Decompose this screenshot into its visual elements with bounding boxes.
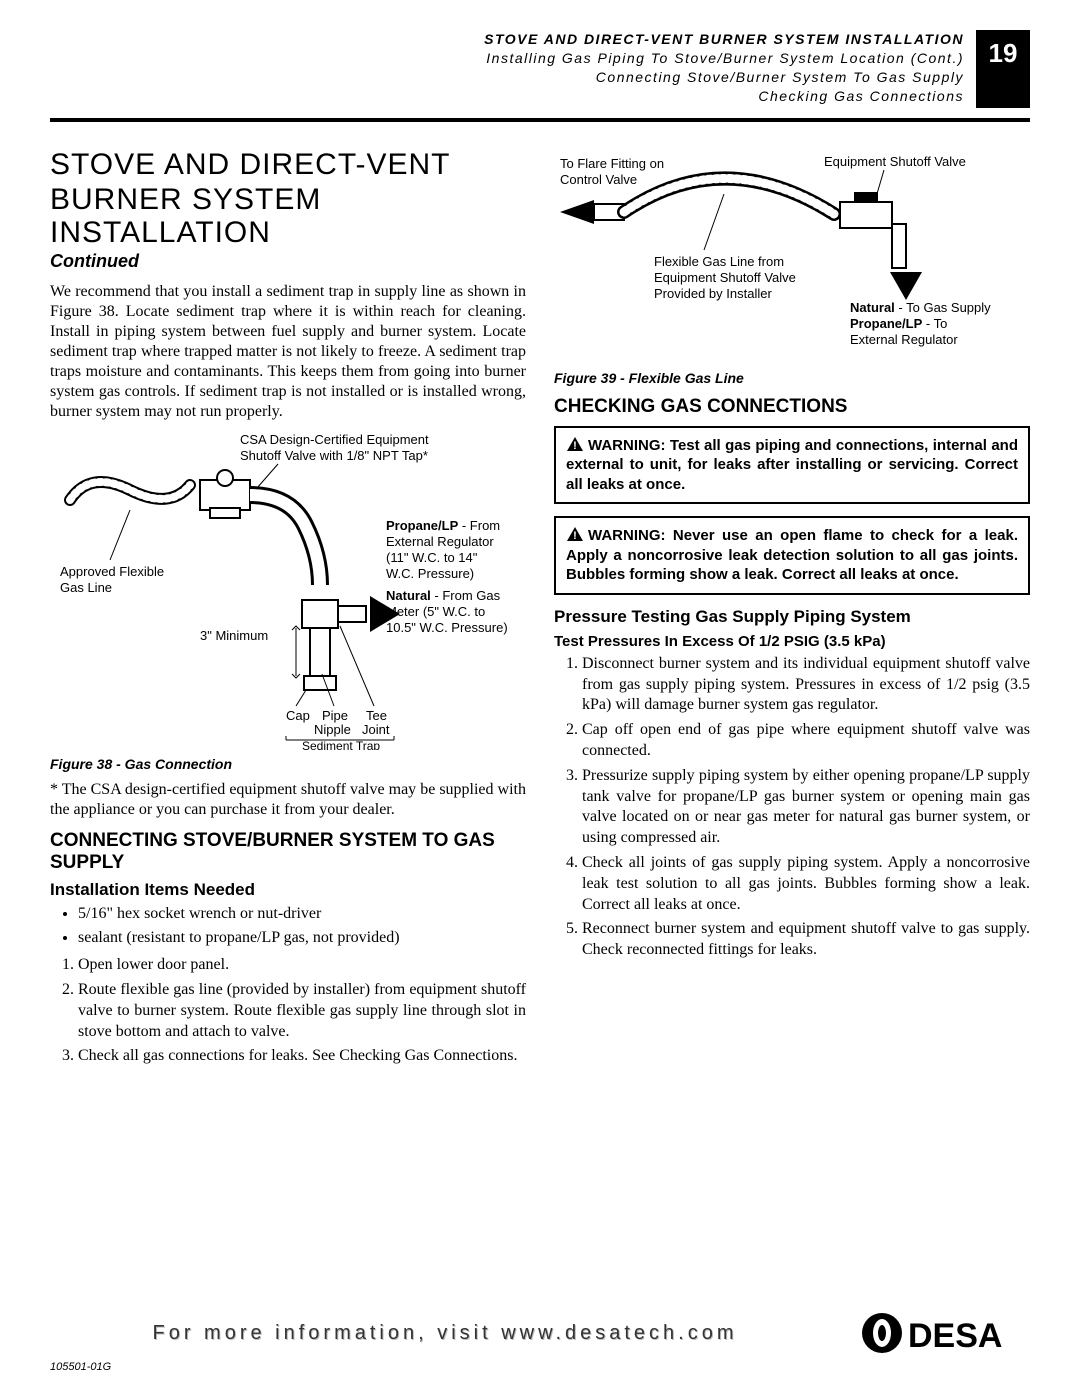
svg-text:Cap: Cap — [286, 708, 310, 723]
left-column: STOVE AND DIRECT-VENT BURNER SYSTEM INST… — [50, 148, 526, 1073]
brand-logo: DESA — [860, 1311, 1030, 1355]
svg-text:CSA Design-Certified Equipment: CSA Design-Certified Equipment — [240, 432, 429, 447]
header-line2: Installing Gas Piping To Stove/Burner Sy… — [484, 49, 964, 68]
header-rule — [50, 118, 1030, 122]
list-item: sealant (resistant to propane/LP gas, no… — [78, 928, 526, 949]
list-item: Route flexible gas line (provided by ins… — [78, 980, 526, 1042]
header-line3: Connecting Stove/Burner System To Gas Su… — [484, 68, 964, 87]
page-header: STOVE AND DIRECT-VENT BURNER SYSTEM INST… — [50, 30, 1030, 108]
svg-text:3" Minimum: 3" Minimum — [200, 628, 268, 643]
warning-icon: ! — [566, 436, 584, 452]
svg-text:External Regulator: External Regulator — [386, 534, 494, 549]
svg-text:W.C. Pressure): W.C. Pressure) — [386, 566, 474, 581]
list-item: Reconnect burner system and equipment sh… — [582, 919, 1030, 961]
connect-steps: Open lower door panel. Route flexible ga… — [50, 955, 526, 1067]
main-title-line2: BURNER SYSTEM INSTALLATION — [50, 183, 526, 249]
list-item: Check all joints of gas supply piping sy… — [582, 853, 1030, 915]
figure-39: To Flare Fitting on Control Valve Equipm… — [554, 154, 1030, 364]
footer-text: For more information, visit www.desatech… — [50, 1322, 840, 1345]
warning-icon: ! — [566, 526, 584, 542]
svg-text:Gas Line: Gas Line — [60, 580, 112, 595]
figure-38: CSA Design-Certified Equipment Shutoff V… — [50, 430, 526, 750]
svg-text:Tee: Tee — [366, 708, 387, 723]
svg-text:(11" W.C. to 14": (11" W.C. to 14" — [386, 550, 478, 565]
intro-paragraph: We recommend that you install a sediment… — [50, 282, 526, 422]
page-number: 19 — [976, 30, 1030, 108]
figure-39-caption: Figure 39 - Flexible Gas Line — [554, 370, 1030, 386]
header-title: STOVE AND DIRECT-VENT BURNER SYSTEM INST… — [484, 30, 964, 49]
list-item: Open lower door panel. — [78, 955, 526, 976]
header-text: STOVE AND DIRECT-VENT BURNER SYSTEM INST… — [484, 30, 964, 106]
svg-text:Control Valve: Control Valve — [560, 172, 637, 187]
list-item: Disconnect burner system and its individ… — [582, 654, 1030, 716]
svg-text:Natural - From Gas: Natural - From Gas — [386, 588, 501, 603]
svg-text:!: ! — [573, 530, 577, 542]
figure-38-caption: Figure 38 - Gas Connection — [50, 756, 526, 772]
doc-id: 105501-01G — [50, 1361, 1030, 1373]
svg-text:Approved Flexible: Approved Flexible — [60, 564, 164, 579]
checking-heading: CHECKING GAS CONNECTIONS — [554, 396, 1030, 418]
page-footer: For more information, visit www.desatech… — [50, 1311, 1030, 1373]
svg-text:Pipe: Pipe — [322, 708, 348, 723]
pressure-steps: Disconnect burner system and its individ… — [554, 654, 1030, 961]
header-line4: Checking Gas Connections — [484, 87, 964, 106]
svg-text:10.5" W.C. Pressure): 10.5" W.C. Pressure) — [386, 620, 508, 635]
svg-text:Flexible Gas Line from: Flexible Gas Line from — [654, 254, 784, 269]
main-title-line1: STOVE AND DIRECT-VENT — [50, 148, 526, 181]
list-item: 5/16" hex socket wrench or nut-driver — [78, 904, 526, 925]
content-columns: STOVE AND DIRECT-VENT BURNER SYSTEM INST… — [50, 148, 1030, 1073]
csa-footnote: * The CSA design-certified equipment shu… — [50, 780, 526, 820]
svg-text:Joint: Joint — [362, 722, 390, 737]
svg-text:Propane/LP - From: Propane/LP - From — [386, 518, 500, 533]
items-list: 5/16" hex socket wrench or nut-driver se… — [50, 904, 526, 950]
svg-text:Equipment Shutoff Valve: Equipment Shutoff Valve — [824, 154, 966, 169]
list-item: Pressurize supply piping system by eithe… — [582, 766, 1030, 849]
svg-text:Natural - To Gas Supply: Natural - To Gas Supply — [850, 300, 991, 315]
right-column: To Flare Fitting on Control Valve Equipm… — [554, 148, 1030, 1073]
svg-text:Propane/LP - To: Propane/LP - To — [850, 316, 947, 331]
warning-box-1: !WARNING: Test all gas piping and connec… — [554, 426, 1030, 505]
list-item: Check all gas connections for leaks. See… — [78, 1046, 526, 1067]
pressure-testing-heading: Pressure Testing Gas Supply Piping Syste… — [554, 607, 1030, 627]
warning-box-2: !WARNING: Never use an open flame to che… — [554, 516, 1030, 595]
svg-text:!: ! — [573, 440, 577, 452]
svg-text:Shutoff Valve with 1/8" NPT Ta: Shutoff Valve with 1/8" NPT Tap* — [240, 448, 428, 463]
items-needed-heading: Installation Items Needed — [50, 880, 526, 900]
continued-label: Continued — [50, 251, 526, 272]
test-pressures-heading: Test Pressures In Excess Of 1/2 PSIG (3.… — [554, 633, 1030, 650]
svg-text:Meter (5" W.C. to: Meter (5" W.C. to — [386, 604, 485, 619]
svg-text:Nipple: Nipple — [314, 722, 351, 737]
svg-text:Sediment Trap: Sediment Trap — [302, 739, 380, 750]
svg-text:Provided by Installer: Provided by Installer — [654, 286, 772, 301]
svg-text:External Regulator: External Regulator — [850, 332, 958, 347]
connecting-heading: CONNECTING STOVE/BURNER SYSTEM TO GAS SU… — [50, 830, 526, 874]
svg-text:To Flare Fitting on: To Flare Fitting on — [560, 156, 664, 171]
list-item: Cap off open end of gas pipe where equip… — [582, 720, 1030, 762]
svg-text:DESA: DESA — [908, 1317, 1002, 1355]
svg-text:Equipment Shutoff Valve: Equipment Shutoff Valve — [654, 270, 796, 285]
